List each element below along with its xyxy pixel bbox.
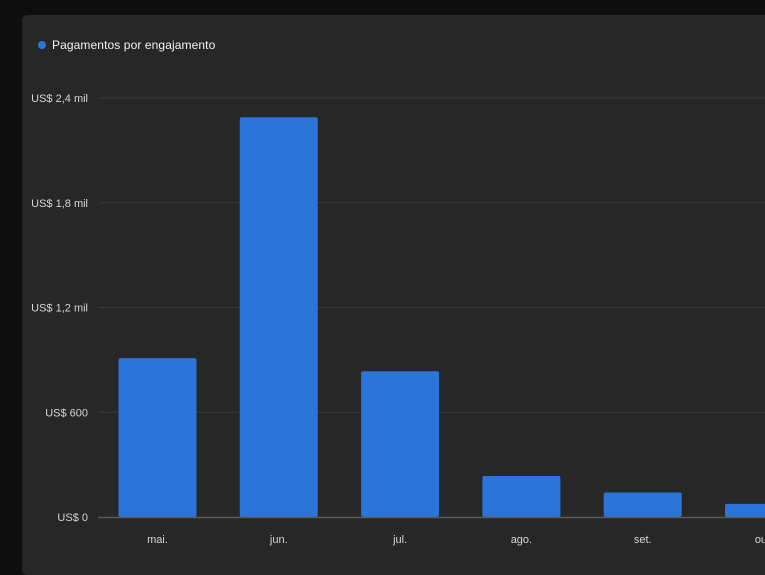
- bar: [118, 358, 197, 517]
- legend-swatch: [38, 41, 46, 49]
- x-tick-label: mai.: [147, 534, 168, 546]
- y-tick-label: US$ 0: [57, 512, 88, 524]
- chart-legend: Pagamentos por engajamento: [38, 38, 215, 52]
- y-tick-label: US$ 1,2 mil: [31, 303, 88, 315]
- y-tick-label: US$ 2,4 mil: [31, 93, 88, 105]
- y-tick-label: US$ 600: [45, 407, 88, 419]
- x-tick-label: ago.: [511, 534, 532, 546]
- bar-chart: US$ 0 US$ 600 US$ 1,2 mil US$ 1,8 mil US$ 2,…: [31, 93, 765, 546]
- y-tick-label: US$ 1,8 mil: [31, 198, 88, 210]
- x-tick-label: jun.: [269, 534, 288, 546]
- x-tick-label: out.: [755, 534, 765, 546]
- x-tick-label: jul.: [392, 534, 407, 546]
- legend-label: Pagamentos por engajamento: [52, 38, 216, 52]
- bar: [239, 117, 318, 518]
- bar: [725, 503, 765, 517]
- bar: [361, 371, 440, 517]
- bar: [603, 492, 682, 517]
- x-tick-label: set.: [634, 534, 652, 546]
- bar: [482, 475, 561, 517]
